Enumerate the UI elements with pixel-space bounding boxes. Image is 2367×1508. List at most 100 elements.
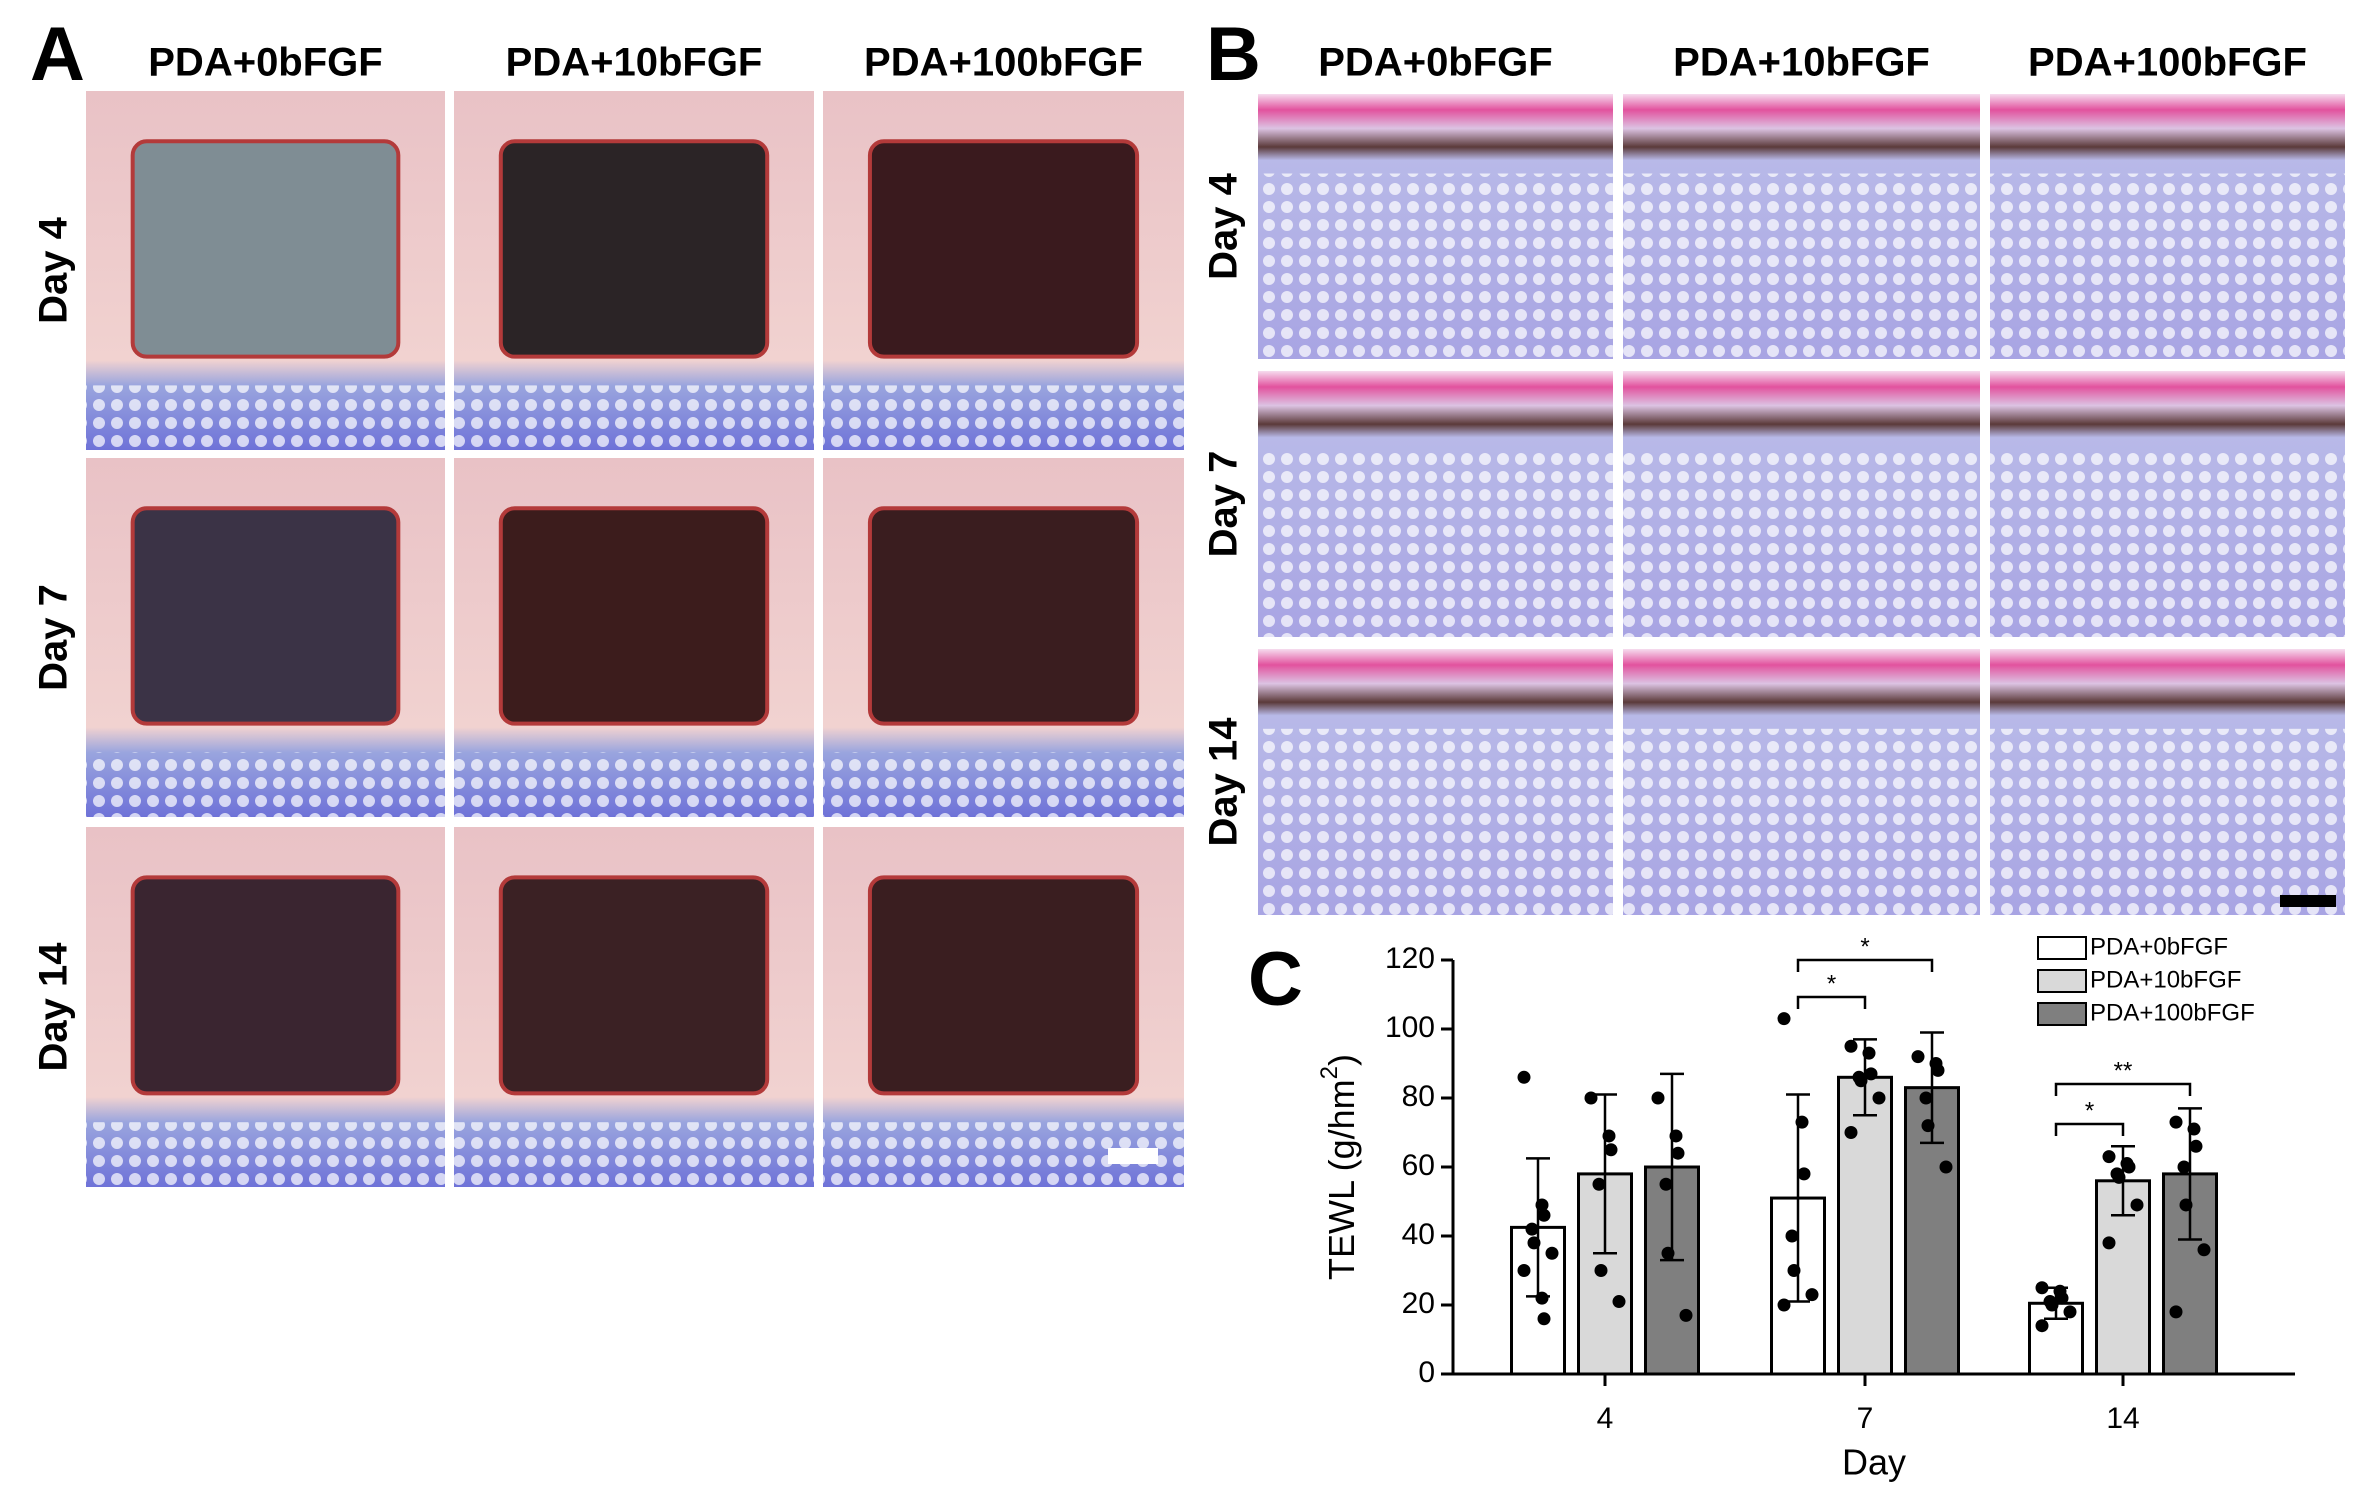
data-point — [1844, 1039, 1858, 1053]
y-tick-label: 0 — [1418, 1356, 1435, 1389]
data-point — [1517, 1264, 1531, 1277]
y-tick-label: 40 — [1402, 1218, 1435, 1251]
wound — [867, 506, 1140, 726]
column-header: PDA+10bFGF — [506, 41, 763, 85]
data-point — [1525, 1222, 1539, 1236]
y-tick-label: 20 — [1402, 1287, 1435, 1320]
data-point — [1602, 1129, 1616, 1143]
photo-grid: PDA+0bFGF PDA+10bFGF PDA+100bFGF Day 4 Day 7… — [32, 41, 2345, 1187]
histology-texture — [1258, 450, 1613, 637]
data-point — [1844, 1126, 1858, 1139]
data-point — [1594, 1264, 1608, 1277]
data-point — [2102, 1150, 2116, 1164]
data-point — [2122, 1160, 2136, 1174]
data-point — [1872, 1091, 1886, 1105]
data-point — [1777, 1012, 1791, 1026]
photo-texture — [454, 385, 814, 450]
significance-bracket — [1796, 995, 1867, 1009]
histology-texture — [1990, 450, 2345, 637]
data-point — [1777, 1298, 1791, 1312]
data-point — [1671, 1146, 1685, 1160]
data-point — [2102, 1236, 2116, 1250]
panel-label: B — [1206, 12, 1261, 97]
data-point — [1612, 1295, 1626, 1309]
wound — [867, 139, 1140, 359]
data-point — [2169, 1115, 2183, 1129]
data-point — [1785, 1229, 1799, 1243]
legend-label: PDA+100bFGF — [2090, 999, 2255, 1026]
row-label: Day 7 — [1202, 451, 1246, 558]
scale-bar — [1108, 1148, 1158, 1164]
row-label: Day 4 — [32, 216, 76, 323]
legend-label: PDA+0bFGF — [2090, 933, 2228, 960]
data-point — [1527, 1236, 1541, 1250]
significance-label: * — [1827, 970, 1836, 997]
data-point — [1931, 1063, 1945, 1077]
bar — [1837, 1075, 1893, 1376]
column-header: PDA+0bFGF — [1318, 41, 1552, 85]
data-point — [2179, 1198, 2193, 1212]
y-tick-label: 120 — [1385, 942, 1435, 975]
column-header: PDA+100bFGF — [864, 41, 1143, 85]
data-point — [2197, 1243, 2211, 1257]
data-point — [1919, 1091, 1933, 1105]
column-header: PDA+0bFGF — [148, 41, 382, 85]
y-tick-label: 100 — [1385, 1011, 1435, 1044]
x-tick-label: 7 — [1857, 1402, 1874, 1435]
scale-bar — [2280, 895, 2336, 907]
y-tick-label: 60 — [1402, 1149, 1435, 1182]
data-point — [2035, 1319, 2049, 1333]
histology-texture — [1623, 450, 1980, 637]
data-point — [1537, 1312, 1551, 1326]
photo-texture — [86, 1122, 445, 1187]
data-point — [2187, 1122, 2201, 1136]
histology-texture — [1990, 173, 2345, 359]
photo-texture — [823, 385, 1184, 450]
y-tick-label: 80 — [1402, 1080, 1435, 1113]
data-point — [1669, 1129, 1683, 1143]
data-point — [1651, 1091, 1665, 1105]
significance-label: * — [2085, 1097, 2094, 1124]
wound — [867, 875, 1140, 1096]
panel-label: C — [1248, 937, 1303, 1022]
data-point — [2063, 1305, 2077, 1319]
wound — [130, 506, 401, 726]
histology-texture — [1258, 728, 1613, 915]
y-axis-title-part: TEWL (g/hm — [1321, 1079, 1362, 1280]
y-axis-title-part: 2 — [1316, 1066, 1343, 1079]
wound — [498, 875, 770, 1096]
histology-texture — [1623, 728, 1980, 915]
data-point — [1545, 1246, 1559, 1260]
data-point — [1592, 1177, 1606, 1191]
data-point — [1535, 1291, 1549, 1305]
histology-texture — [1990, 728, 2345, 915]
data-point — [1795, 1115, 1809, 1129]
data-point — [1864, 1067, 1878, 1081]
panel-label: A — [30, 12, 85, 97]
data-point — [2055, 1291, 2069, 1305]
x-tick-label: 4 — [1597, 1402, 1614, 1435]
column-header: PDA+100bFGF — [2028, 41, 2307, 85]
data-point — [1584, 1091, 1598, 1105]
data-point — [1854, 1074, 1868, 1088]
data-point — [1659, 1177, 1673, 1191]
legend-swatch — [2037, 1002, 2087, 1026]
significance-bracket — [2054, 1122, 2125, 1136]
significance-label: * — [1860, 933, 1869, 960]
x-axis-title: Day — [1842, 1442, 1906, 1483]
histology-texture — [1623, 173, 1980, 359]
histology-texture — [1258, 173, 1613, 359]
significance-bracket — [1796, 958, 1934, 972]
data-point — [1535, 1198, 1549, 1212]
data-point — [1862, 1046, 1876, 1060]
significance-label: ** — [2114, 1057, 2133, 1084]
x-tick-label: 14 — [2106, 1402, 2139, 1435]
wound — [498, 139, 770, 359]
data-point — [1805, 1288, 1819, 1302]
photo-texture — [823, 752, 1184, 817]
data-point — [2035, 1281, 2049, 1295]
legend-label: PDA+10bFGF — [2090, 966, 2241, 993]
photo-texture — [86, 385, 445, 450]
